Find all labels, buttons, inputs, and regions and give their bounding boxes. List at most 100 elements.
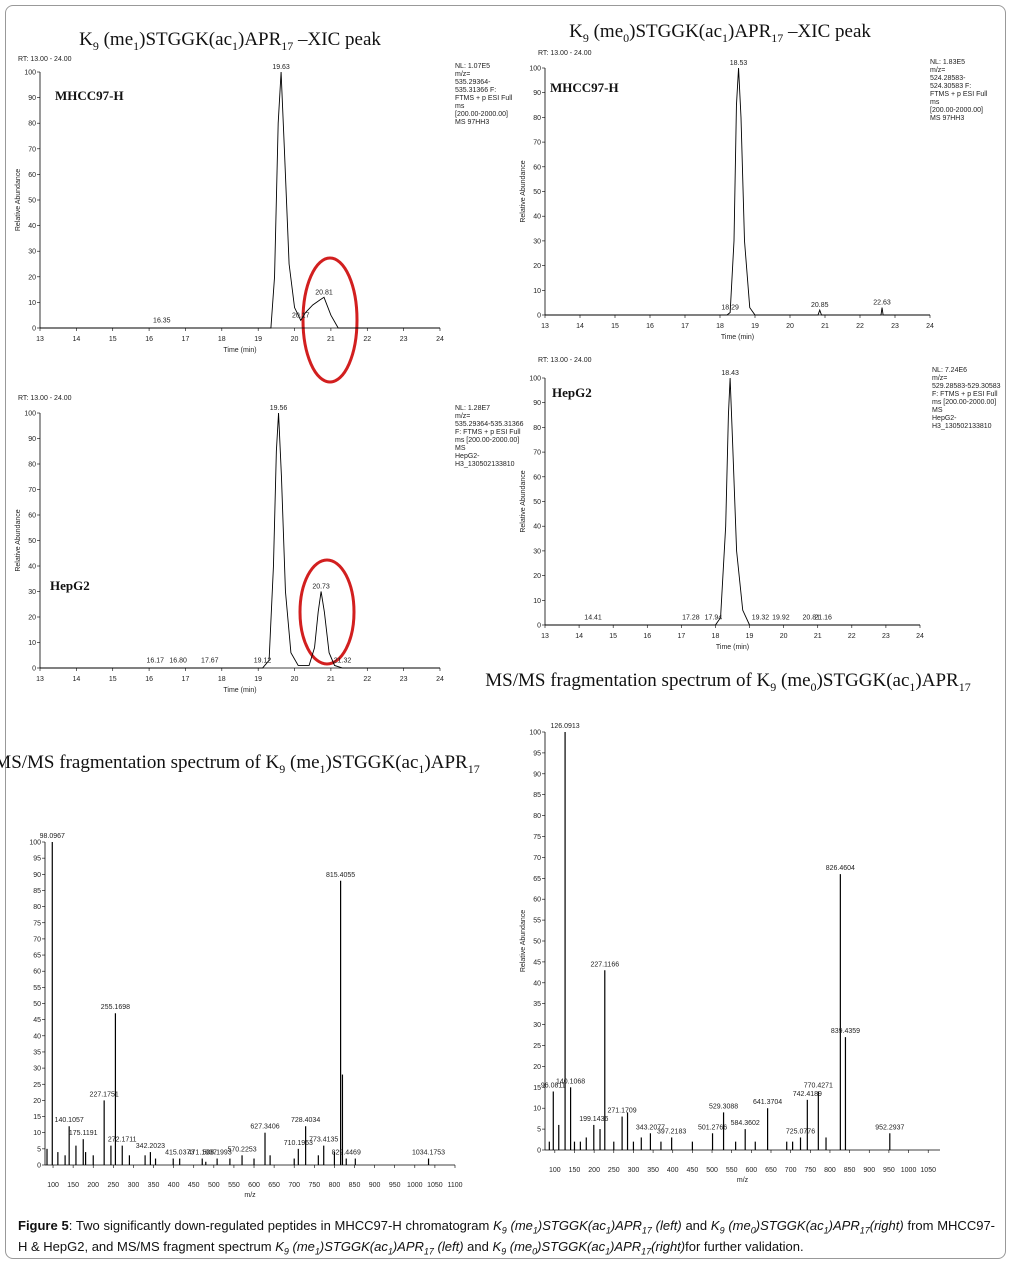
- x-tick-label: 650: [765, 1167, 777, 1174]
- caption-text: )STGGK(ac: [537, 1218, 606, 1233]
- x-tick-label: 17: [681, 323, 689, 330]
- caption-text: )STGGK(ac: [755, 1218, 824, 1233]
- caption-text: )STGGK(ac: [319, 1238, 388, 1254]
- x-tick-label: 23: [400, 336, 408, 343]
- peak-label: 501.2766: [698, 1124, 727, 1131]
- y-tick-label: 85: [533, 792, 541, 799]
- peak-label: 21.16: [814, 615, 832, 622]
- info-line: MS 97HH3: [455, 119, 489, 126]
- x-tick-label: 1000: [901, 1167, 917, 1174]
- peak-label: 19.32: [752, 615, 770, 622]
- x-tick-label: 14: [72, 336, 80, 343]
- peak-label: 255.1698: [101, 1004, 130, 1011]
- y-tick-label: 40: [28, 564, 36, 571]
- info-line: m/z=: [932, 375, 947, 382]
- x-tick-label: 250: [608, 1167, 620, 1174]
- title-part: 17: [959, 680, 971, 694]
- title-part: 1: [232, 39, 238, 53]
- peak-label: 773.4135: [309, 1137, 338, 1144]
- title-part: 1: [909, 680, 915, 694]
- y-tick-label: 70: [33, 936, 41, 943]
- x-tick-label: 400: [168, 1182, 180, 1189]
- x-tick-label: 17: [677, 633, 685, 640]
- title-part: 17: [468, 762, 480, 776]
- x-tick-label: 16: [145, 676, 153, 683]
- x-tick-label: 350: [148, 1182, 160, 1189]
- y-tick-label: 5: [37, 1146, 41, 1153]
- x-tick-label: 15: [109, 676, 117, 683]
- y-tick-label: 15: [533, 1085, 541, 1092]
- x-tick-label: 200: [87, 1182, 99, 1189]
- title-part: )APR: [915, 670, 959, 691]
- caption-text: (me: [288, 1238, 315, 1254]
- y-tick-label: 60: [533, 474, 541, 481]
- x-tick-label: 18: [218, 336, 226, 343]
- caption-sub: 9: [283, 1246, 289, 1257]
- peak-label: 17.28: [682, 615, 700, 622]
- peak-label: 829.4469: [332, 1150, 361, 1157]
- y-tick-label: 40: [533, 980, 541, 987]
- info-line: ms [200.00-2000.00]: [932, 399, 996, 406]
- x-tick-label: 15: [109, 336, 117, 343]
- y-tick-label: 20: [533, 573, 541, 580]
- x-tick-label: 22: [848, 633, 856, 640]
- y-tick-label: 90: [533, 400, 541, 407]
- title-part: )APR: [728, 21, 772, 42]
- title-part: )STGGK(ac: [817, 670, 910, 691]
- caption-text: and: [681, 1218, 711, 1233]
- y-tick-label: 0: [32, 666, 36, 673]
- title-part: )STGGK(ac: [629, 21, 722, 42]
- title-part: 17: [281, 39, 293, 53]
- caption-sub: 9: [501, 1246, 507, 1257]
- peak-label: 98.0967: [40, 833, 65, 840]
- y-tick-label: 80: [33, 904, 41, 911]
- peak-label: 18.29: [721, 305, 739, 312]
- y-tick-label: 70: [533, 855, 541, 862]
- x-tick-label: 700: [288, 1182, 300, 1189]
- info-line: FTMS + p ESI Full: [455, 95, 513, 102]
- caption-text: (left): [433, 1238, 464, 1254]
- title-part: 1: [133, 39, 139, 53]
- x-tick-label: 23: [400, 676, 408, 683]
- y-tick-label: 75: [33, 920, 41, 927]
- y-tick-label: 70: [533, 450, 541, 457]
- x-axis-label: Time (min): [223, 687, 256, 694]
- chromatogram-trace: [40, 412, 440, 669]
- peak-label: 508.1993: [203, 1150, 232, 1157]
- x-tick-label: 16: [145, 336, 153, 343]
- title-part: (me: [99, 29, 133, 50]
- info-line: ms [200.00-2000.00]: [455, 437, 519, 444]
- y-tick-label: 45: [33, 1017, 41, 1024]
- info-line: ms: [455, 103, 465, 110]
- x-tick-label: 600: [745, 1167, 757, 1174]
- x-tick-label: 650: [268, 1182, 280, 1189]
- info-line: FTMS + p ESI Full: [930, 91, 988, 98]
- x-tick-label: 150: [67, 1182, 79, 1189]
- caption-sub: 17: [641, 1225, 652, 1236]
- peak-label: 725.0776: [786, 1128, 815, 1135]
- y-tick-label: 50: [33, 1001, 41, 1008]
- x-tick-label: 18: [716, 323, 724, 330]
- caption-text: )APR: [610, 1238, 642, 1254]
- x-tick-label: 950: [389, 1182, 401, 1189]
- x-tick-label: 300: [628, 1167, 640, 1174]
- y-tick-label: 70: [28, 146, 36, 153]
- y-tick-label: 95: [33, 856, 41, 863]
- peak-label: 839.4359: [831, 1028, 860, 1035]
- x-tick-label: 900: [369, 1182, 381, 1189]
- peak-label: 20.73: [312, 584, 330, 591]
- x-tick-label: 450: [687, 1167, 699, 1174]
- caption-sub: 1: [605, 1246, 611, 1257]
- x-tick-label: 13: [36, 336, 44, 343]
- y-tick-label: 70: [533, 140, 541, 147]
- x-tick-label: 24: [916, 633, 924, 640]
- x-tick-label: 14: [576, 323, 584, 330]
- y-tick-label: 50: [533, 189, 541, 196]
- x-tick-label: 750: [308, 1182, 320, 1189]
- peak-label: 22.63: [873, 300, 891, 307]
- title-part: 9: [93, 39, 99, 53]
- y-tick-label: 90: [533, 90, 541, 97]
- caption-text: K: [710, 1218, 720, 1233]
- y-tick-label: 10: [33, 1130, 41, 1137]
- x-tick-label: 20: [291, 676, 299, 683]
